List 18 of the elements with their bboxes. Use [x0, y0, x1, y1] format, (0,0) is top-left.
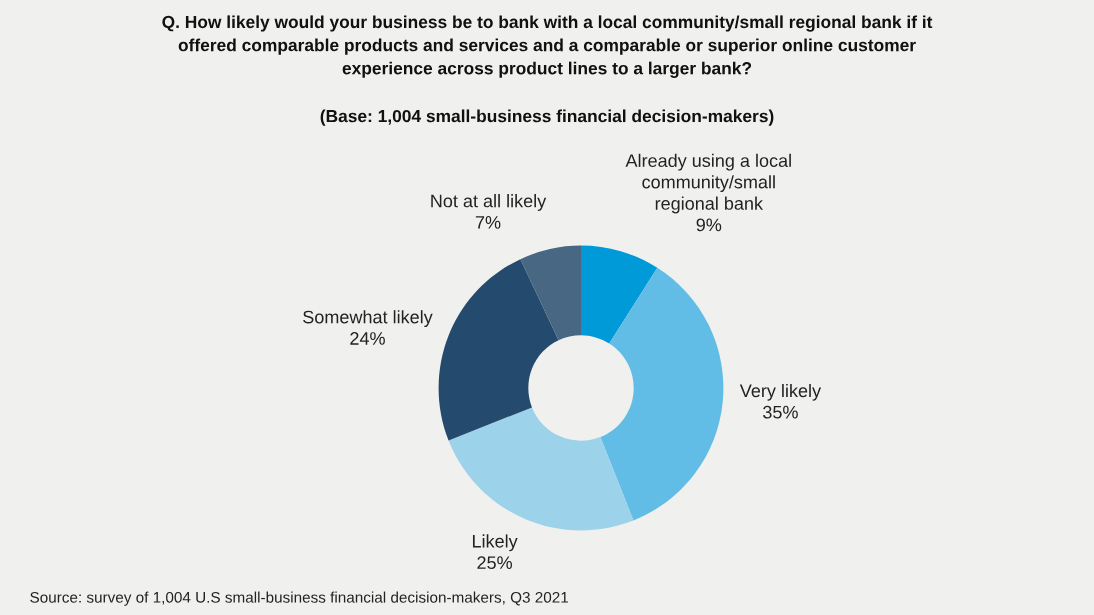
- data-label: 24%: [350, 332, 385, 345]
- source-note: Source: survey of 1,004 U.S small-business financial decision-makers, Q3 2021: [30, 591, 569, 606]
- slice-label: Somewhat likely: [303, 310, 433, 327]
- chart-title: Q. How likely would your business be to bank with a local community/small regional bank if it offered comparable products and services and a comparable or superior online customer experience across product lines to a larger bank?: [162, 15, 933, 78]
- data-label: 7%: [475, 216, 501, 229]
- donut-slice: [520, 245, 581, 341]
- data-label: 9%: [696, 218, 722, 232]
- donut-slice: [438, 259, 559, 441]
- slice-label: Very likely: [739, 383, 822, 401]
- donut-slice: [448, 407, 634, 531]
- data-label: 25%: [477, 556, 513, 570]
- donut-slice: [600, 267, 724, 521]
- slice-label: Already using a local community/small regional bank: [625, 153, 791, 214]
- slice-label: Likely: [472, 534, 518, 552]
- donut-slice: [581, 245, 658, 344]
- chart-subtitle: (Base: 1,004 small-business financial decision-makers): [320, 109, 774, 126]
- slice-label: Not at all likely: [431, 194, 547, 211]
- data-label: 35%: [763, 405, 798, 419]
